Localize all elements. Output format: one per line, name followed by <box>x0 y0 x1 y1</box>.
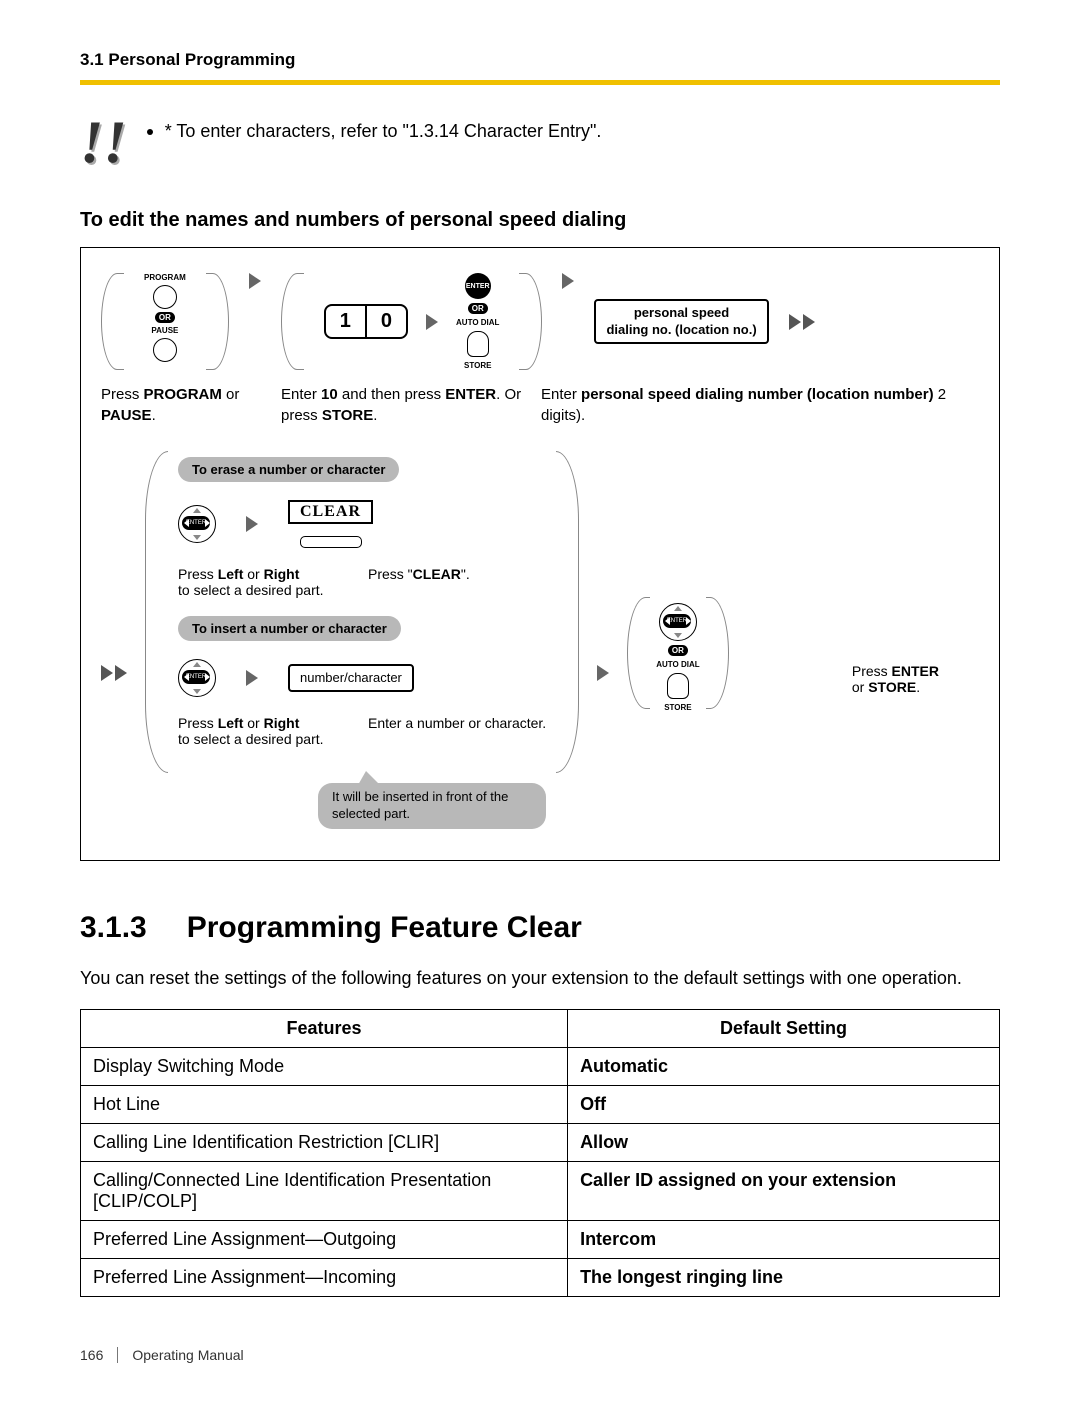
digit-box: 10 <box>324 304 408 339</box>
double-arrow-icon <box>101 665 127 681</box>
speech-bubble: It will be inserted in front of the sele… <box>318 783 546 829</box>
caption-step2: Enter 10 and then press ENTER. Or press … <box>281 384 541 426</box>
th-features: Features <box>81 1009 568 1047</box>
subheading: To edit the names and numbers of persona… <box>80 209 1000 232</box>
exclaim-icon: !! <box>80 115 127 169</box>
table-row: Preferred Line Assignment—OutgoingInterc… <box>81 1220 1000 1258</box>
clear-button-icon: CLEAR <box>288 500 373 524</box>
th-default: Default Setting <box>568 1009 1000 1047</box>
section-header: 3.1 Personal Programming <box>80 50 1000 70</box>
enter-button-icon: ENTER <box>465 273 491 299</box>
caption-leftright2: Press Left or Right to select a desired … <box>178 715 328 747</box>
features-table: Features Default Setting Display Switchi… <box>80 1009 1000 1297</box>
double-arrow-icon <box>789 314 815 330</box>
caption-step3: Enter personal speed dialing number (loc… <box>541 384 979 426</box>
arrow-icon <box>562 273 574 289</box>
caption-clear: Press "CLEAR". <box>368 566 470 598</box>
table-row: Preferred Line Assignment—IncomingThe lo… <box>81 1258 1000 1296</box>
arrow-icon <box>246 516 258 532</box>
insert-title: To insert a number or character <box>178 616 401 641</box>
note-text: * To enter characters, refer to "1.3.14 … <box>147 121 602 142</box>
arrow-icon <box>246 670 258 686</box>
divider <box>80 80 1000 85</box>
program-pause-stack: PROGRAM OR PAUSE <box>144 273 186 370</box>
arrow-icon <box>597 665 609 681</box>
intro-text: You can reset the settings of the follow… <box>80 965 1000 991</box>
dpad-icon: ENTER <box>659 603 697 641</box>
dpad-icon: ENTER <box>178 659 216 697</box>
dpad-icon: ENTER <box>178 505 216 543</box>
caption-step1: Press PROGRAM or PAUSE. <box>101 384 281 426</box>
table-row: Hot LineOff <box>81 1085 1000 1123</box>
caption-leftright: Press Left or Right to select a desired … <box>178 566 328 598</box>
caption-enter-store: Press ENTER or STORE. <box>852 663 939 695</box>
flow-diagram: PROGRAM OR PAUSE 10 ENTER OR <box>80 247 1000 861</box>
table-row: Calling Line Identification Restriction … <box>81 1123 1000 1161</box>
footer: 166 Operating Manual <box>80 1347 1000 1363</box>
table-row: Display Switching ModeAutomatic <box>81 1047 1000 1085</box>
location-box: personal speed dialing no. (location no.… <box>594 299 768 345</box>
digit-enter-stack: 10 ENTER OR AUTO DIAL STORE <box>324 273 500 370</box>
numchar-box: number/character <box>288 664 414 693</box>
section-title: 3.1.3Programming Feature Clear <box>80 911 1000 945</box>
erase-title: To erase a number or character <box>178 457 399 482</box>
caption-numchar: Enter a number or character. <box>368 715 546 747</box>
table-row: Calling/Connected Line Identification Pr… <box>81 1161 1000 1220</box>
arrow-icon <box>249 273 261 289</box>
